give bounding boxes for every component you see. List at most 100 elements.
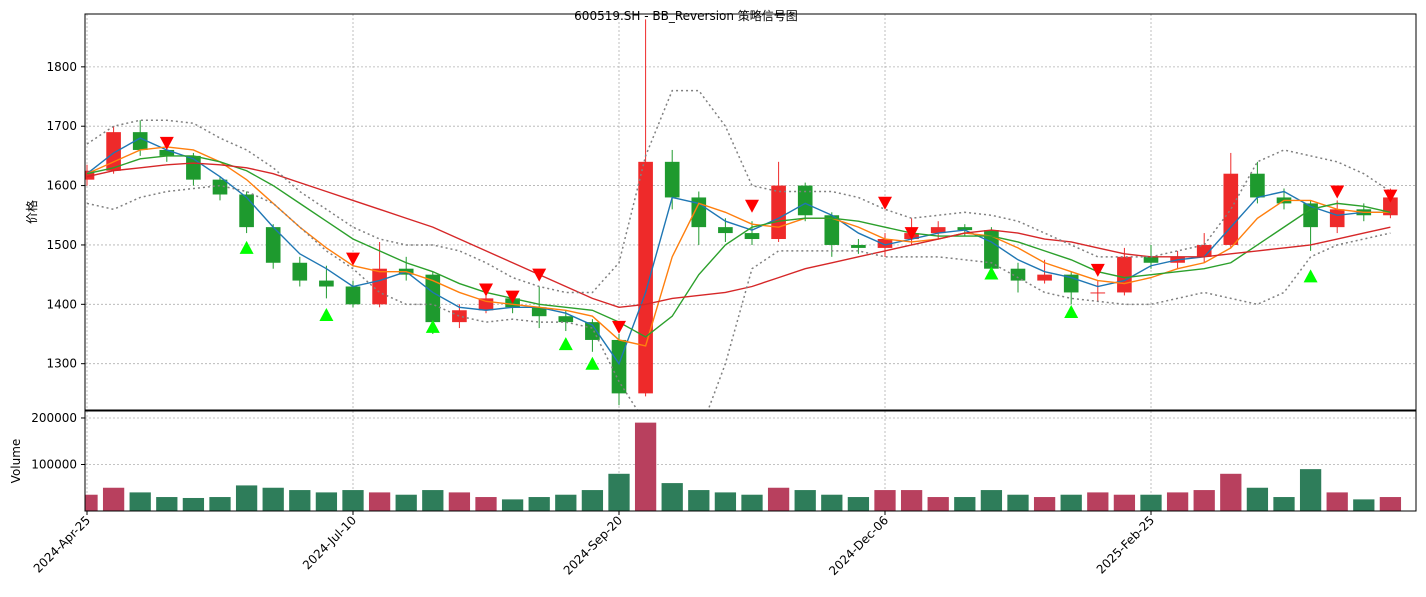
volume-bar: [1353, 499, 1375, 511]
candle-body: [159, 149, 175, 156]
volume-bar: [235, 485, 258, 511]
buy-signal: [1303, 269, 1318, 283]
volume-bar: [1166, 492, 1189, 511]
volume-bar: [608, 473, 630, 511]
candle-body: [771, 185, 786, 240]
volume-bar: [1246, 487, 1269, 511]
candle-body: [1010, 268, 1026, 281]
candle-body: [1143, 256, 1159, 263]
sell-signal: [904, 227, 919, 241]
volume-bar: [1220, 473, 1242, 511]
volume-bar: [501, 499, 524, 511]
volume-bar: [85, 494, 98, 511]
x-tick-label: 2024-Dec-06: [826, 513, 891, 578]
candle-body: [212, 179, 228, 195]
candle-body: [239, 194, 254, 228]
x-tick-label: 2024-Apr-25: [31, 513, 93, 575]
sell-signal: [505, 290, 520, 304]
buy-signal: [239, 240, 254, 254]
candle-body: [345, 286, 361, 305]
volume-bar: [980, 490, 1003, 511]
sell-signal: [1330, 185, 1345, 199]
candle-body: [957, 227, 973, 231]
candle-body: [638, 161, 653, 394]
candle-body: [425, 274, 441, 323]
y-tick-label: 1800: [46, 60, 77, 74]
sell-signal: [1383, 189, 1398, 203]
volume-bar: [954, 497, 976, 511]
volume-bar: [661, 483, 683, 511]
x-tick-label: 2024-Jul-10: [300, 513, 359, 572]
candle-body: [930, 227, 946, 234]
volume-bar: [156, 497, 178, 511]
volume-bar: [794, 490, 816, 511]
candle-body: [85, 170, 95, 180]
buy-signal: [319, 308, 334, 322]
sell-signal: [159, 136, 174, 150]
candle-body: [372, 268, 387, 305]
volume-bar: [102, 487, 125, 511]
volume-bar: [688, 490, 710, 511]
volume-bar: [129, 492, 151, 511]
volume-bar: [1140, 494, 1162, 511]
volume-bar: [1273, 497, 1295, 511]
candle-body: [1223, 173, 1239, 245]
buy-signal: [1064, 305, 1079, 319]
indicator-line: [86, 89, 1391, 294]
candle-body: [1303, 203, 1318, 228]
candle-body: [478, 298, 494, 311]
candle-body: [106, 132, 121, 171]
price-frame: [84, 13, 1417, 411]
volume-frame: [84, 410, 1417, 512]
volume-bar: [714, 492, 737, 511]
volume-bar: [342, 490, 364, 511]
candle-body: [797, 185, 813, 216]
indicator-line: [86, 162, 1391, 309]
volume-bar: [900, 490, 923, 511]
volume-bar: [927, 497, 949, 511]
volume-axis-label: Volume: [9, 439, 23, 484]
volume-bar: [448, 492, 471, 511]
candle-body: [1250, 173, 1265, 198]
volume-bar: [1326, 492, 1348, 511]
volume-bar: [209, 497, 231, 511]
buy-signal: [984, 266, 999, 280]
indicator-line: [86, 184, 1391, 410]
volume-bar: [555, 494, 577, 511]
volume-bar: [182, 497, 205, 511]
volume-bar: [1193, 490, 1215, 511]
sell-signal: [745, 199, 759, 213]
y-tick-label: 1600: [46, 179, 77, 193]
y-tick-label: 1300: [46, 357, 77, 371]
candle-body: [851, 244, 866, 248]
y-tick-label: 1400: [46, 297, 77, 311]
volume-bar: [262, 487, 284, 511]
candle-body: [531, 307, 547, 317]
indicator-line: [86, 137, 1391, 366]
volume-bar: [1033, 497, 1056, 511]
y-tick-label: 1700: [46, 119, 77, 133]
y-axis-label: 价格: [24, 200, 39, 224]
volume-bar: [847, 497, 870, 511]
volume-tick-label: 100000: [31, 457, 77, 471]
candle-body: [1329, 209, 1345, 228]
volume-bar: [767, 487, 790, 511]
volume-bar: [315, 492, 338, 511]
buy-signal: [558, 337, 573, 351]
sell-signal: [1090, 263, 1105, 277]
volume-bar: [1299, 469, 1322, 511]
sell-signal: [346, 252, 360, 266]
candle-body: [718, 227, 733, 234]
x-tick-label: 2025-Feb-25: [1094, 513, 1157, 576]
volume-bar: [422, 490, 444, 511]
volume-bar: [368, 492, 391, 511]
volume-bar: [1007, 494, 1029, 511]
candle-body: [558, 316, 574, 323]
volume-bar: [289, 490, 311, 511]
candle-body: [877, 239, 893, 248]
y-tick-label: 1500: [46, 238, 77, 252]
candle-body: [1117, 256, 1132, 293]
x-tick-label: 2024-Sep-20: [561, 513, 625, 577]
candle-body: [1090, 292, 1106, 294]
volume-bar: [1060, 494, 1082, 511]
